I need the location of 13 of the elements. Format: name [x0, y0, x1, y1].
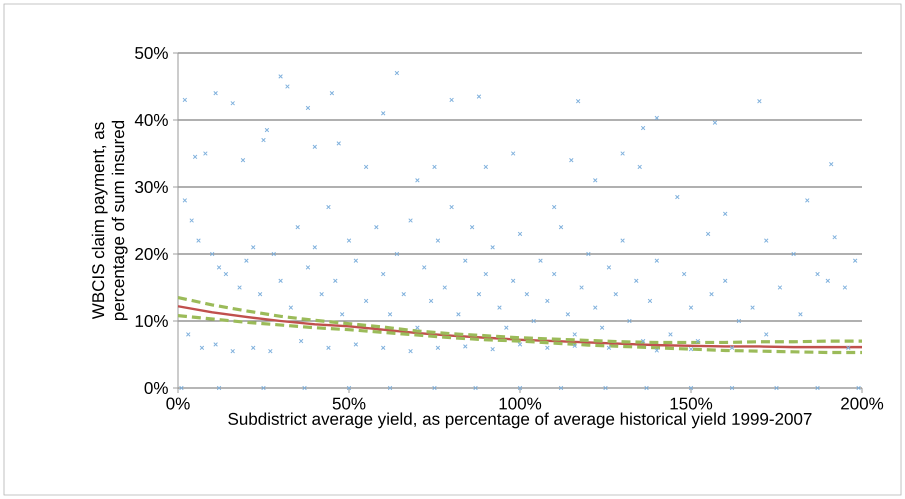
x-tick-label: 150% — [670, 398, 712, 410]
x-tick-label: 200% — [841, 398, 884, 410]
y-tick-label: 20% — [135, 248, 168, 260]
y-tick-label: 0% — [144, 382, 168, 394]
x-tick-label: 50% — [332, 398, 366, 410]
y-tick-label: 50% — [135, 46, 168, 60]
x-tick-label: 0% — [166, 398, 190, 410]
x-tick-label: 100% — [500, 398, 542, 410]
y-axis-title: WBCIS claim payment, as percentage of sum insured — [92, 120, 128, 320]
y-tick-label: 10% — [136, 314, 168, 328]
x-axis-title: Subdistrict average yield, as percentage of average historical yield 1999-2007 — [228, 412, 812, 428]
y-tick-label: 40% — [134, 114, 168, 126]
y-tick-label: 30% — [135, 180, 168, 194]
